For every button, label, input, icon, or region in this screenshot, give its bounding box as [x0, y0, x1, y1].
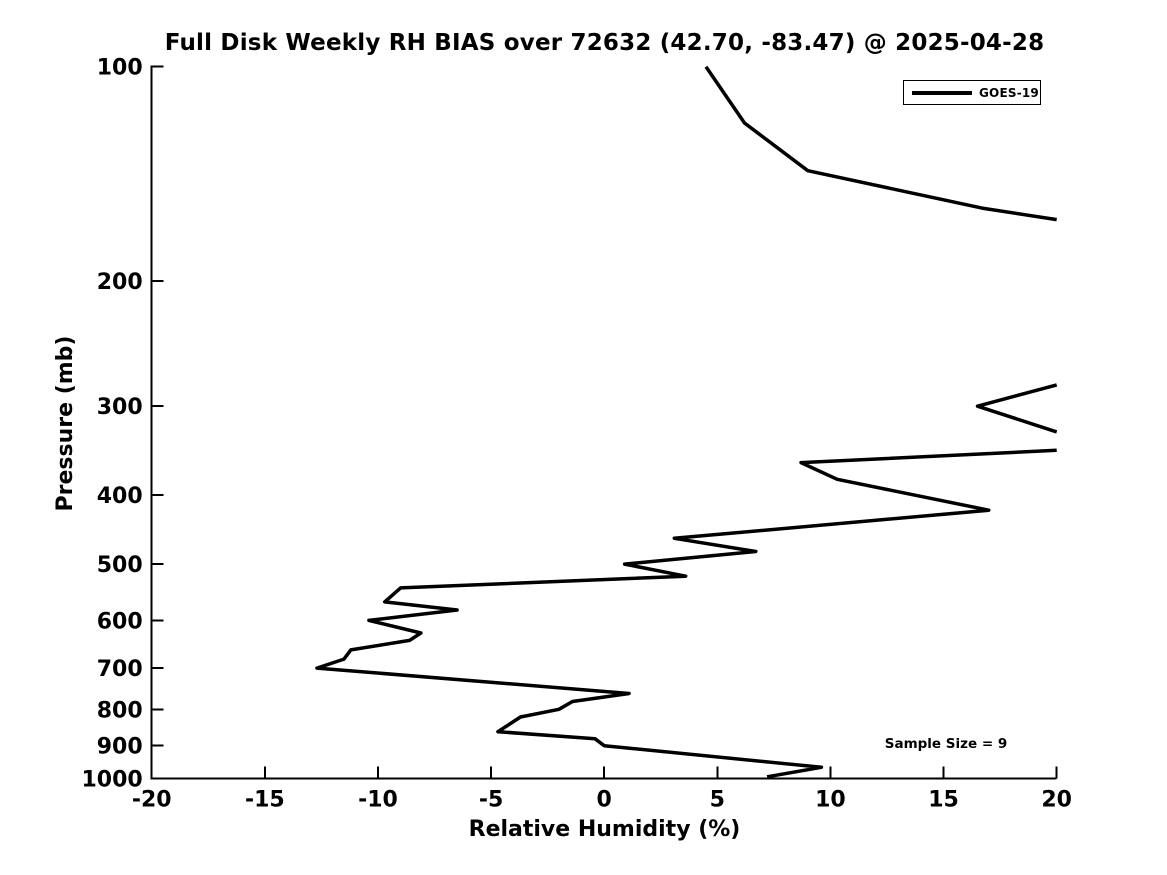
- series-goes-19: [315, 65, 1058, 779]
- chart-title: Full Disk Weekly RH BIAS over 72632 (42.…: [164, 30, 1045, 56]
- y-tick-label: 300: [97, 395, 143, 420]
- series-line: [704, 65, 1057, 222]
- legend-label: GOES-19: [979, 85, 1039, 100]
- x-tick-label: -20: [132, 787, 172, 812]
- x-tick-label: 0: [597, 787, 612, 812]
- y-tick-label: 900: [97, 735, 143, 760]
- series-line: [975, 383, 1058, 434]
- axes: [150, 65, 1057, 780]
- x-tick-label: 15: [928, 787, 959, 812]
- sample-size-annotation: Sample Size = 9: [884, 736, 1008, 752]
- y-tick-label: 700: [97, 657, 143, 682]
- x-tick-label: -10: [358, 787, 398, 812]
- y-tick-label: 200: [97, 270, 143, 295]
- x-tick-label: 20: [1041, 787, 1072, 812]
- y-tick-label: 100: [97, 56, 143, 81]
- y-tick-label: 1000: [81, 767, 142, 792]
- x-tick-label: -5: [479, 787, 503, 812]
- y-tick-label: 500: [97, 553, 143, 578]
- series-line: [315, 448, 1057, 779]
- y-tick-label: 600: [97, 609, 143, 634]
- y-axis-label: Pressure (mb): [53, 335, 78, 512]
- legend: GOES-19: [903, 80, 1041, 105]
- legend-line-sample: [912, 90, 972, 95]
- x-tick-label: 10: [815, 787, 846, 812]
- y-tick-label: 800: [97, 698, 143, 723]
- x-tick-label: -15: [245, 787, 285, 812]
- x-axis-label: Relative Humidity (%): [468, 817, 741, 842]
- y-tick-label: 400: [97, 484, 143, 509]
- x-tick-label: 5: [710, 787, 725, 812]
